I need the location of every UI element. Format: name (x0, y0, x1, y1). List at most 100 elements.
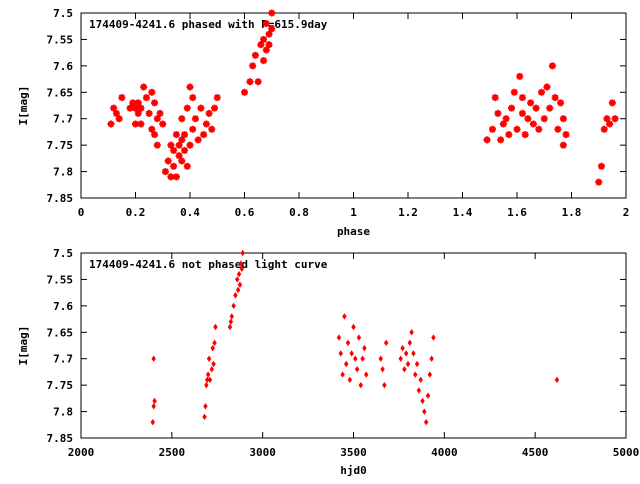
data-point (488, 125, 496, 133)
data-point (172, 173, 180, 181)
x-tick-label: 2500 (159, 446, 186, 459)
data-point (431, 334, 436, 341)
data-series (107, 9, 619, 186)
x-tick-label: 0 (78, 206, 85, 219)
x-tick-label: 5000 (613, 446, 640, 459)
data-point (112, 109, 120, 117)
data-point (159, 120, 167, 128)
data-point (345, 339, 351, 347)
data-point (516, 72, 524, 80)
data-point (416, 387, 422, 394)
x-tick-label: 0.6 (235, 206, 255, 219)
data-point (186, 141, 194, 149)
data-point (153, 141, 161, 149)
x-tick-label: 1.4 (453, 206, 473, 219)
y-axis-label: I[mag] (17, 326, 30, 366)
data-point (151, 99, 159, 107)
x-tick-label: 4500 (522, 446, 549, 459)
y-tick-label: 7.85 (47, 192, 74, 205)
y-tick-label: 7.8 (53, 406, 73, 419)
data-point (183, 104, 191, 112)
data-point (543, 83, 551, 91)
data-point (249, 62, 257, 70)
data-point (608, 99, 616, 107)
data-point (137, 120, 145, 128)
data-point (241, 88, 248, 96)
data-point (151, 131, 159, 139)
data-point (208, 125, 216, 133)
x-tick-label: 2 (623, 206, 630, 219)
data-point (240, 249, 245, 257)
data-point (164, 157, 172, 165)
x-tick-label: 0.4 (180, 206, 200, 219)
data-point (606, 120, 614, 128)
data-point (152, 397, 157, 405)
data-point (559, 115, 567, 123)
data-point (538, 88, 546, 96)
data-point (529, 120, 537, 128)
data-point (246, 78, 254, 86)
y-tick-label: 7.5 (53, 7, 73, 20)
data-point (262, 46, 270, 54)
data-point (132, 120, 139, 128)
data-point (497, 136, 505, 144)
data-point (170, 162, 178, 170)
data-point (343, 360, 349, 368)
x-tick-label: 1.2 (398, 206, 418, 219)
data-point (268, 9, 276, 17)
data-point (200, 131, 208, 139)
data-point (237, 281, 243, 288)
x-tick-label: 1 (350, 206, 357, 219)
data-point (378, 355, 383, 362)
data-point (107, 120, 115, 128)
data-point (211, 104, 219, 112)
data-point (427, 371, 433, 378)
data-point (336, 334, 342, 341)
data-point (238, 260, 244, 267)
data-point (209, 366, 215, 373)
data-point (175, 141, 183, 149)
data-point (524, 115, 532, 123)
data-point (178, 115, 186, 123)
data-point (229, 313, 235, 320)
y-tick-label: 7.8 (53, 166, 73, 179)
data-point (202, 413, 207, 421)
data-series (150, 249, 560, 426)
data-point (554, 125, 562, 133)
data-point (540, 115, 548, 123)
data-point (349, 350, 354, 357)
data-point (362, 344, 367, 352)
data-point (213, 94, 221, 102)
data-point (150, 418, 155, 426)
data-point (595, 178, 603, 186)
data-point (260, 57, 268, 65)
data-point (206, 355, 212, 362)
data-point (551, 94, 559, 102)
y-tick-label: 7.6 (53, 60, 73, 73)
data-point (338, 350, 344, 357)
data-point (425, 392, 431, 399)
data-point (134, 99, 142, 107)
data-point (212, 339, 217, 347)
data-point (183, 162, 191, 170)
data-point (411, 350, 416, 357)
data-point (527, 99, 535, 107)
data-point (151, 355, 156, 362)
data-point (235, 286, 241, 294)
data-point (118, 94, 126, 102)
x-tick-label: 3000 (249, 446, 276, 459)
x-tick-label: 3500 (340, 446, 367, 459)
data-point (110, 104, 118, 112)
data-point (347, 376, 353, 384)
x-axis-label: hjd0 (340, 464, 367, 477)
data-point (358, 381, 364, 389)
data-point (115, 115, 123, 123)
data-point (356, 334, 362, 341)
y-tick-label: 7.75 (47, 139, 74, 152)
data-point (382, 381, 387, 389)
x-tick-label: 0.2 (126, 206, 146, 219)
data-point (126, 104, 134, 112)
y-tick-label: 7.65 (47, 326, 74, 339)
data-point (236, 270, 242, 278)
